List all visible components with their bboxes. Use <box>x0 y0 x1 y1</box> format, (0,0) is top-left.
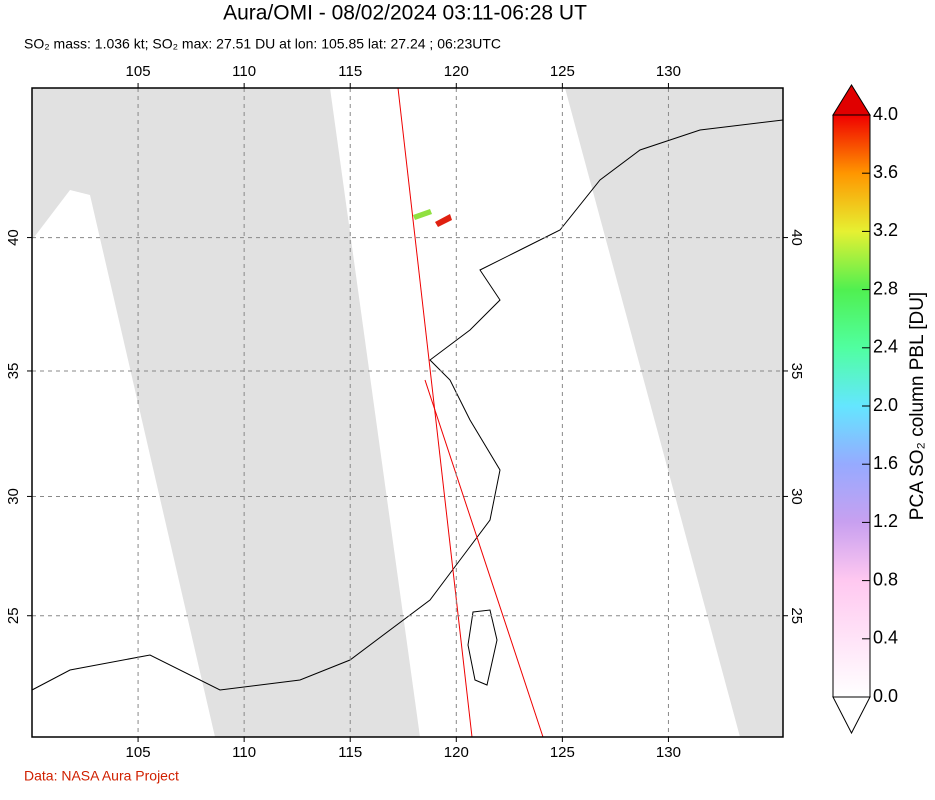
colorbar-tick-label: 2.0 <box>873 395 898 415</box>
y-tick-label: 35 <box>5 363 22 380</box>
x-tick-label: 120 <box>444 63 469 80</box>
x-tick-label: 110 <box>232 744 256 761</box>
colorbar-extend-max <box>832 84 871 116</box>
x-tick-label: 105 <box>126 63 151 80</box>
colorbar-label: PCA SO₂ column PBL [DU] <box>907 292 928 520</box>
subtitle: SO₂ mass: 1.036 kt; SO₂ max: 27.51 DU at… <box>24 36 501 52</box>
coastline <box>32 119 783 737</box>
colorbar-tick-label: 0.8 <box>873 569 898 589</box>
colorbar-extend-min <box>832 696 871 735</box>
title: Aura/OMI - 08/02/2024 03:11-06:28 UT <box>223 2 587 25</box>
no-data-swath <box>32 88 420 737</box>
colorbar-tick-label: 0.0 <box>873 686 898 706</box>
colorbar-tick-label: 1.6 <box>873 453 898 473</box>
orbit-track <box>424 379 544 737</box>
colorbar-tick-label: 3.6 <box>873 162 898 182</box>
colorbar-tick-label: 2.4 <box>873 337 898 357</box>
x-tick-label: 110 <box>232 63 256 80</box>
no-data-swath <box>565 88 783 737</box>
colorbar-tick-label: 0.4 <box>873 628 898 648</box>
y-tick-label: 40 <box>788 229 805 246</box>
x-tick-label: 105 <box>126 744 151 761</box>
x-tick-label: 125 <box>550 744 575 761</box>
colorbar-tick-label: 1.2 <box>873 511 898 531</box>
orbit-track <box>397 88 473 737</box>
so2-pixel <box>413 209 432 220</box>
colorbar-tick-label: 3.2 <box>873 220 898 240</box>
x-tick-label: 130 <box>656 63 681 80</box>
x-tick-label: 115 <box>338 744 362 761</box>
credit: Data: NASA Aura Project <box>24 768 179 784</box>
map-frame <box>31 87 784 738</box>
island-outline <box>467 609 498 686</box>
y-tick-label: 25 <box>788 607 805 624</box>
so2-pixel <box>435 214 452 227</box>
map <box>32 88 783 737</box>
x-tick-label: 130 <box>656 744 681 761</box>
y-tick-label: 30 <box>788 488 805 505</box>
x-tick-label: 120 <box>444 744 469 761</box>
colorbar-tick-label: 4.0 <box>873 104 898 124</box>
y-tick-label: 35 <box>788 363 805 380</box>
y-tick-label: 30 <box>5 488 22 505</box>
x-tick-label: 125 <box>550 63 575 80</box>
y-tick-label: 40 <box>5 229 22 246</box>
y-tick-label: 25 <box>5 607 22 624</box>
x-tick-label: 115 <box>338 63 362 80</box>
colorbar-tick-label: 2.8 <box>873 278 898 298</box>
